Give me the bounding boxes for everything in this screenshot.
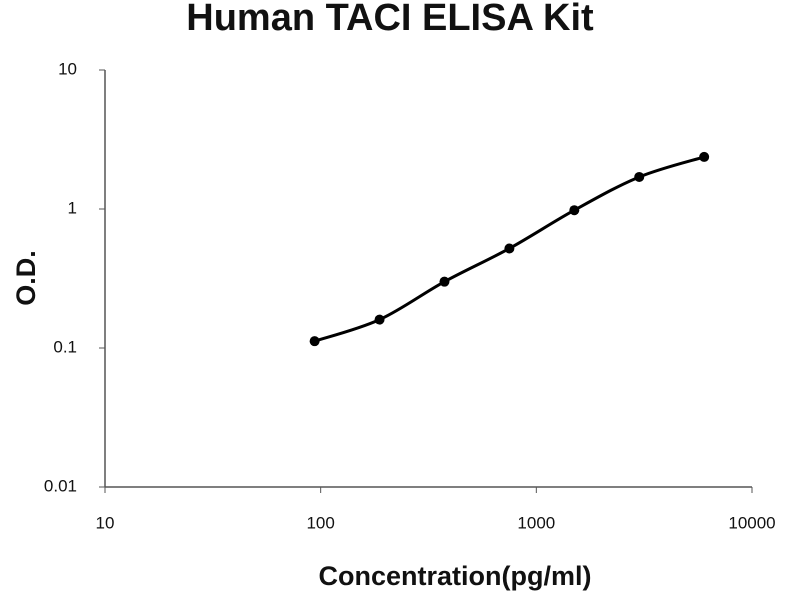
data-point (634, 171, 645, 182)
data-point (374, 314, 385, 325)
data-point (504, 243, 515, 254)
y-tick-label: 0.1 (53, 337, 77, 356)
y-axis-title: O.D. (11, 250, 41, 306)
chart-title: Human TACI ELISA Kit (186, 0, 594, 39)
x-tick-label: 100 (306, 513, 334, 532)
x-tick-label: 10 (96, 513, 115, 532)
y-tick-label: 1 (68, 198, 77, 217)
data-point (439, 276, 450, 287)
y-tick-label: 0.01 (44, 476, 77, 495)
y-tick-label: 10 (58, 59, 77, 78)
data-point (309, 336, 320, 347)
data-point (699, 151, 710, 162)
data-point (569, 205, 580, 216)
x-axis-title: Concentration(pg/ml) (319, 561, 592, 591)
x-tick-label: 10000 (728, 513, 775, 532)
x-tick-label: 1000 (517, 513, 555, 532)
